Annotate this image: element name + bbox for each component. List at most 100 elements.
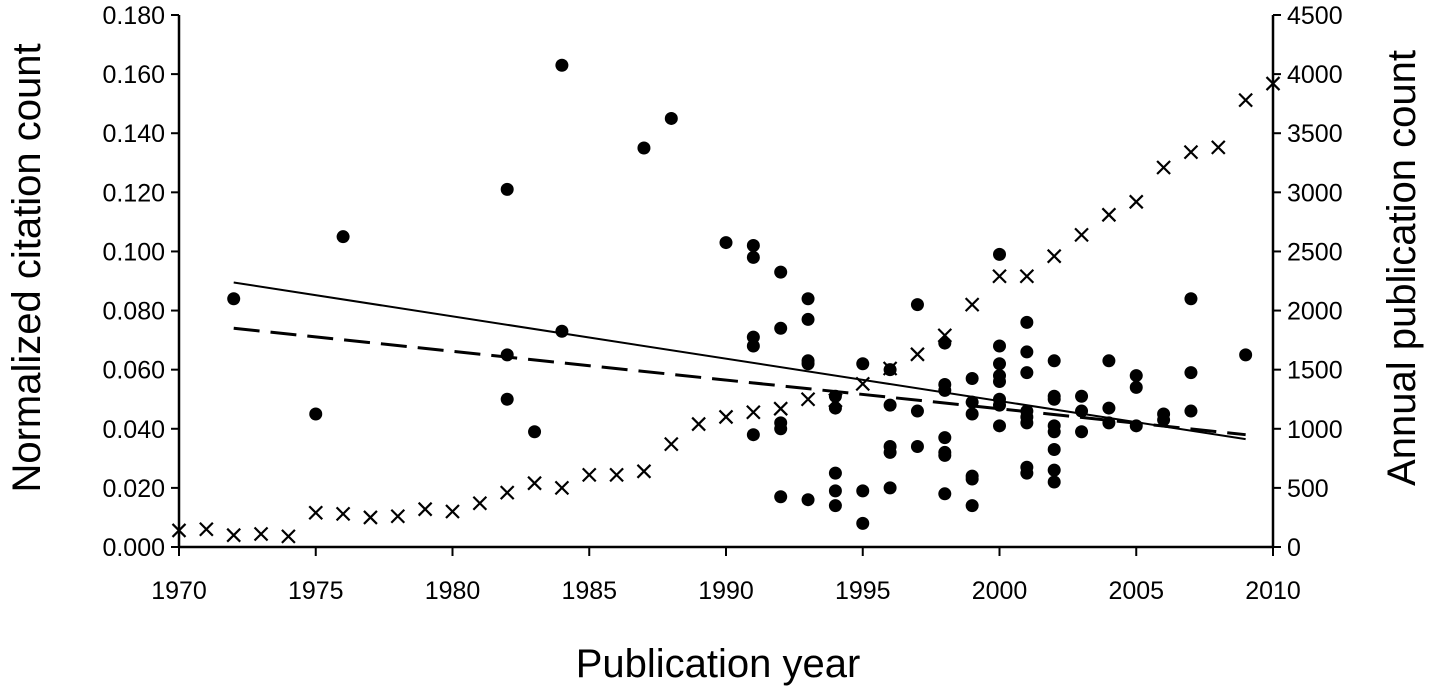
y-right-tick-label: 1500	[1287, 357, 1343, 385]
citation-point	[500, 182, 514, 196]
citation-point	[774, 321, 788, 335]
publication-count-point	[800, 391, 816, 407]
citation-point	[1157, 413, 1171, 427]
publication-count-point	[636, 464, 652, 479]
citation-point	[993, 398, 1006, 412]
x-tick-label: 2005	[1108, 577, 1164, 605]
publication-count-point	[1211, 140, 1226, 155]
citation-point	[555, 58, 569, 72]
publication-count-point	[910, 347, 925, 362]
y-left-tick-label: 0.100	[102, 238, 165, 266]
publication-count-point	[828, 393, 843, 408]
publication-count-point	[964, 297, 980, 312]
citation-point	[1047, 392, 1061, 406]
citation-point	[801, 312, 815, 326]
publication-count-point	[171, 523, 187, 538]
data-points	[171, 58, 1281, 544]
citation-point	[1020, 416, 1034, 430]
publication-count-point	[992, 268, 1007, 284]
y-right-tick-label: 500	[1287, 475, 1329, 503]
y-right-tick-label: 2000	[1287, 298, 1343, 326]
x-tick-label: 1970	[151, 577, 207, 605]
publication-count-point	[390, 508, 406, 524]
citation-point	[938, 448, 952, 462]
y-axis-title-right: Annual publication count	[1380, 50, 1424, 486]
citation-point	[309, 407, 323, 421]
citation-point	[856, 357, 870, 371]
citation-point	[774, 265, 788, 279]
y-right-tick-label: 3000	[1287, 179, 1343, 207]
publication-count-point	[1101, 207, 1117, 223]
publication-count-point	[1156, 160, 1171, 175]
x-tick-label: 1980	[425, 577, 481, 605]
citation-point	[965, 472, 979, 486]
y-right-tick-label: 2500	[1287, 238, 1343, 266]
publication-count-point	[746, 404, 761, 420]
citation-point	[500, 348, 514, 362]
citation-point	[910, 298, 924, 312]
y-right-tick-label: 3500	[1287, 120, 1343, 148]
y-right-tick-label: 4500	[1287, 2, 1343, 30]
citation-point	[910, 440, 924, 454]
publication-count-point	[882, 361, 898, 376]
publication-count-point	[281, 529, 296, 544]
citation-point	[1102, 354, 1116, 368]
citation-point	[938, 487, 952, 501]
publication-count-point	[1265, 76, 1281, 91]
citation-point	[719, 236, 733, 250]
y-right-tick-label: 4000	[1287, 61, 1343, 89]
y-left-tick-label: 0.160	[102, 61, 165, 89]
publication-count-point	[226, 527, 241, 543]
y-right-tick-label: 1000	[1287, 416, 1343, 444]
citation-point	[1239, 348, 1253, 362]
citation-point	[1102, 401, 1116, 415]
citation-point	[910, 404, 924, 418]
citation-point	[746, 239, 760, 253]
citation-point	[746, 428, 760, 442]
citation-point	[1020, 315, 1034, 329]
publication-count-point	[445, 504, 460, 519]
x-tick-label: 1975	[288, 577, 344, 605]
citation-point	[965, 372, 979, 386]
x-tick-label: 1990	[698, 577, 754, 605]
publication-count-point	[664, 436, 679, 452]
citation-point	[1020, 345, 1034, 359]
trendlines	[233, 281, 1246, 441]
citation-point	[1020, 366, 1034, 380]
citation-point	[774, 422, 788, 436]
publication-count-point	[253, 526, 269, 542]
citation-point	[555, 324, 569, 338]
citation-point	[965, 407, 979, 421]
publication-count-point	[1183, 144, 1199, 160]
x-tick-label: 1995	[835, 577, 891, 605]
citation-point	[993, 339, 1006, 353]
citation-point	[1020, 466, 1034, 480]
publication-count-point	[609, 467, 624, 483]
citation-point	[1075, 404, 1089, 418]
citation-point	[801, 292, 815, 306]
y-left-tick-label: 0.120	[102, 179, 165, 207]
citation-point	[828, 499, 842, 513]
x-tick-label: 2000	[972, 577, 1028, 605]
citation-point	[664, 111, 678, 125]
y-left-tick-label: 0.060	[102, 357, 165, 385]
citation-point	[746, 250, 760, 264]
citation-point	[1129, 369, 1143, 383]
y-right-tick-label: 0	[1287, 534, 1301, 562]
citation-point	[1129, 419, 1143, 433]
citation-point	[1184, 292, 1198, 306]
citation-point	[993, 374, 1006, 388]
publication-count-point	[527, 475, 542, 491]
publication-count-point	[773, 401, 788, 416]
publication-count-point	[308, 505, 324, 520]
publication-count-point	[417, 501, 433, 517]
citation-point	[1047, 442, 1061, 456]
citation-point	[1075, 425, 1089, 439]
publication-count-point	[937, 328, 953, 343]
y-left-tick-label: 0.140	[102, 120, 165, 148]
citation-point	[1102, 416, 1116, 430]
citation-point	[1129, 380, 1143, 394]
citation-point	[856, 516, 870, 530]
publication-count-point	[691, 416, 706, 432]
y-left-tick-label: 0.000	[102, 534, 165, 562]
